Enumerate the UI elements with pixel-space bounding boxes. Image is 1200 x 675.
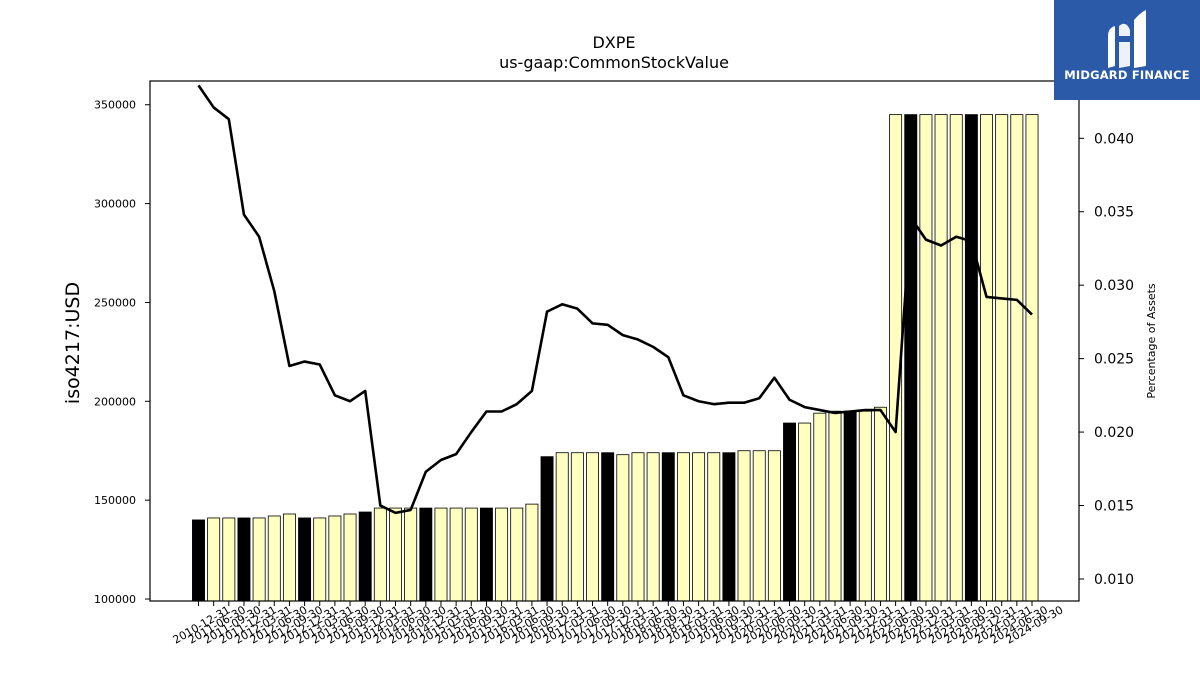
bar — [858, 410, 872, 602]
bar — [661, 452, 675, 602]
y-tick-label: 150000 — [94, 494, 136, 507]
bar — [798, 422, 812, 602]
chart-title: DXPE — [592, 33, 635, 52]
bar — [464, 507, 478, 602]
percentage-line — [197, 84, 1033, 515]
bar — [510, 507, 524, 602]
bar — [222, 517, 236, 602]
bar — [934, 114, 948, 602]
bar-series — [192, 114, 1039, 602]
bar — [586, 452, 599, 602]
bar — [980, 114, 993, 602]
y2-tick-label: 0.020 — [1094, 425, 1134, 441]
bar — [313, 517, 327, 602]
y-tick-label: 300000 — [94, 198, 136, 211]
bar — [1025, 114, 1039, 602]
bar — [404, 507, 418, 602]
y2-tick-label: 0.025 — [1094, 352, 1134, 368]
bar — [601, 452, 615, 602]
y-axis-label: iso4217:USD — [62, 282, 84, 404]
bar — [540, 456, 554, 602]
bar — [616, 454, 630, 602]
bar — [722, 452, 736, 602]
bar — [358, 511, 372, 602]
bar — [828, 410, 842, 602]
bar — [282, 513, 296, 602]
bar — [252, 517, 266, 602]
bar — [707, 452, 721, 602]
plot-frame — [149, 80, 1080, 602]
bar — [525, 503, 539, 602]
y2-tick-label: 0.035 — [1094, 205, 1134, 221]
bar — [752, 450, 766, 602]
bar — [767, 450, 781, 602]
bar — [919, 114, 933, 602]
bar — [813, 412, 827, 602]
bar — [783, 422, 796, 602]
x-axis: 2010-12-312011-06-302011-09-302011-12-31… — [171, 601, 1066, 647]
bar — [646, 452, 660, 602]
y2-tick-label: 0.015 — [1094, 499, 1134, 515]
bar — [843, 410, 857, 602]
bar — [964, 114, 978, 602]
bar — [373, 507, 387, 602]
bar — [995, 114, 1009, 602]
bar — [676, 452, 690, 602]
y-axis-left: 100000 150000 200000 250000 300000 350000 — [94, 99, 150, 606]
bar — [904, 114, 918, 602]
bar — [434, 507, 448, 602]
bar — [389, 507, 402, 602]
y2-axis-label: Percentage of Assets — [1145, 283, 1158, 399]
percentage-line-series — [197, 84, 1033, 515]
bar — [449, 507, 463, 602]
bar — [692, 452, 706, 602]
y2-tick-label: 0.010 — [1094, 572, 1134, 588]
bar — [495, 507, 509, 602]
y2-tick-label: 0.040 — [1094, 131, 1134, 147]
bar — [555, 452, 569, 602]
bar — [873, 406, 887, 602]
y-tick-label: 200000 — [94, 395, 136, 408]
bar — [298, 517, 312, 602]
bar — [192, 519, 205, 602]
bar — [737, 450, 751, 602]
y-axis-right: 0.010 0.015 0.020 0.025 0.030 0.035 0.040 — [1079, 131, 1134, 588]
bar — [267, 515, 281, 602]
bar — [328, 515, 342, 602]
bar — [570, 452, 584, 602]
bar — [207, 517, 221, 602]
midgard-logo-icon — [1108, 10, 1146, 68]
bar — [631, 452, 645, 602]
brand-logo: MIDGARD FINANCE — [1054, 0, 1200, 100]
bar — [237, 517, 251, 602]
bar — [343, 513, 357, 602]
y-tick-label: 250000 — [94, 296, 136, 309]
bar — [949, 114, 963, 602]
bar — [419, 507, 433, 602]
bar — [1010, 114, 1024, 602]
y2-tick-label: 0.030 — [1094, 278, 1134, 294]
y-tick-label: 350000 — [94, 99, 136, 112]
chart-subtitle: us-gaap:CommonStockValue — [499, 53, 729, 72]
bar — [479, 507, 493, 602]
y-tick-label: 100000 — [94, 593, 136, 606]
brand-name: MIDGARD FINANCE — [1064, 68, 1190, 82]
